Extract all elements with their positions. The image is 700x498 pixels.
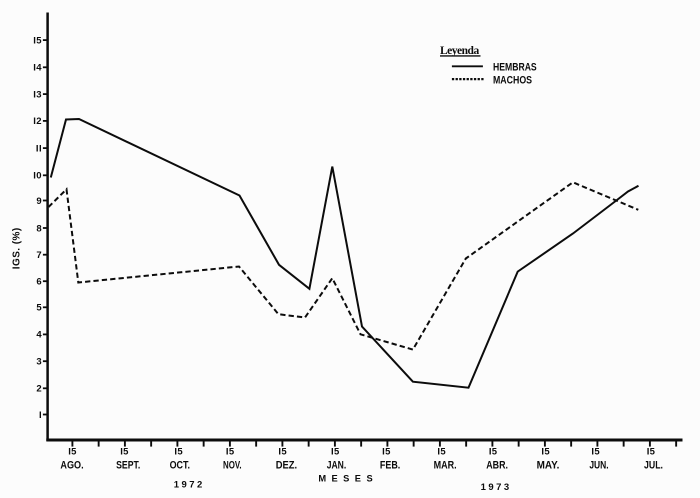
svg-text:FEB.: FEB. (380, 460, 400, 472)
svg-text:MAY.: MAY. (537, 460, 560, 472)
svg-text:MAR.: MAR. (434, 460, 457, 472)
svg-text:SEPT.: SEPT. (116, 460, 140, 472)
svg-text:I0: I0 (33, 171, 42, 182)
svg-text:IGS. (%): IGS. (%) (11, 228, 22, 270)
svg-text:I5: I5 (278, 446, 287, 457)
svg-text:3: 3 (36, 357, 42, 368)
svg-text:I5: I5 (174, 446, 183, 457)
svg-text:I5: I5 (33, 35, 42, 46)
svg-text:DEZ.: DEZ. (276, 460, 297, 472)
svg-text:7: 7 (36, 250, 42, 261)
svg-text:I5: I5 (226, 446, 235, 457)
svg-text:JAN.: JAN. (327, 460, 347, 472)
svg-text:I5: I5 (489, 446, 498, 457)
svg-text:I5: I5 (541, 446, 550, 457)
svg-text:5: 5 (36, 303, 42, 314)
svg-text:HEMBRAS: HEMBRAS (493, 62, 537, 74)
svg-text:Leyenda: Leyenda (440, 45, 479, 57)
svg-text:I2: I2 (33, 116, 42, 127)
svg-text:I5: I5 (591, 446, 600, 457)
svg-text:4: 4 (36, 330, 42, 341)
svg-text:I5: I5 (382, 446, 391, 457)
svg-text:I3: I3 (33, 89, 42, 100)
svg-text:I5: I5 (120, 446, 129, 457)
svg-text:6: 6 (36, 277, 42, 288)
svg-text:NOV.: NOV. (223, 460, 242, 472)
svg-text:I: I (39, 410, 42, 421)
svg-text:MACHOS: MACHOS (493, 75, 532, 87)
svg-text:2: 2 (36, 384, 42, 395)
svg-text:ABR.: ABR. (486, 460, 508, 472)
svg-text:AGO.: AGO. (60, 460, 83, 472)
svg-text:JUN.: JUN. (589, 460, 608, 472)
svg-text:8: 8 (36, 223, 42, 234)
svg-text:I4: I4 (33, 63, 42, 74)
svg-text:I5: I5 (437, 446, 446, 457)
svg-text:I5: I5 (68, 446, 77, 457)
svg-text:I5: I5 (647, 446, 656, 457)
svg-text:JUL.: JUL. (644, 460, 663, 472)
svg-text:9: 9 (36, 196, 42, 207)
svg-text:I5: I5 (331, 446, 340, 457)
svg-text:OCT.: OCT. (170, 460, 190, 472)
svg-text:M E S E S: M E S E S (318, 473, 372, 483)
svg-text:II: II (36, 143, 42, 154)
